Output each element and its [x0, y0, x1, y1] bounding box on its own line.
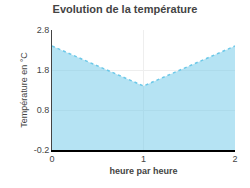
svg-text:0.8: 0.8 — [37, 105, 50, 115]
svg-text:Température en °C: Température en °C — [19, 52, 29, 128]
svg-text:0: 0 — [49, 154, 54, 164]
svg-text:heure par heure: heure par heure — [109, 166, 177, 176]
svg-text:2.8: 2.8 — [37, 25, 50, 35]
svg-text:2: 2 — [232, 154, 237, 164]
svg-text:-0.2: -0.2 — [34, 145, 50, 155]
svg-text:1: 1 — [141, 154, 146, 164]
svg-text:1.8: 1.8 — [37, 65, 50, 75]
svg-text:Evolution de la température: Evolution de la température — [53, 3, 198, 15]
